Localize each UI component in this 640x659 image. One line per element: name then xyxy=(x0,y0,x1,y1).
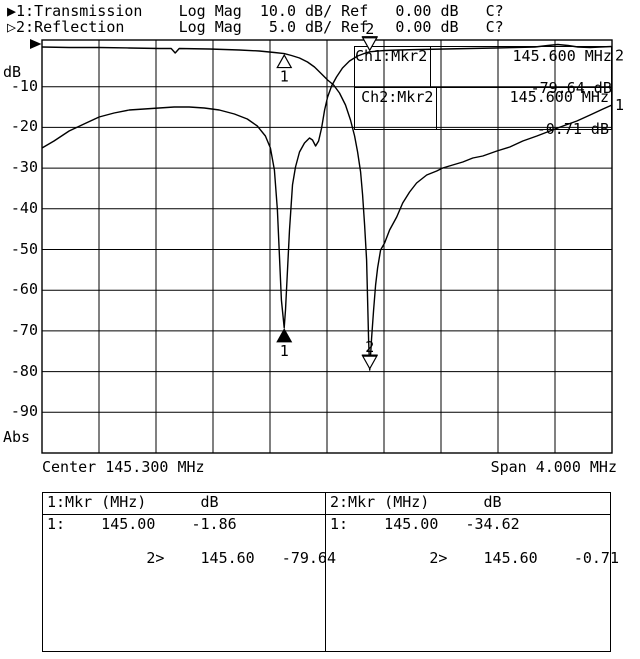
y-axis-abs-label: Abs xyxy=(3,428,31,446)
status-line-channel2: ▷2:Reflection Log Mag 5.0 dB/ Ref 0.00 d… xyxy=(7,18,504,36)
y-axis-tick: -40 xyxy=(10,198,38,217)
readout-ch2-value: -0.71 dB xyxy=(536,120,609,138)
center-frequency-label: Center 145.300 MHz xyxy=(42,458,205,476)
readout-ch2-freq: 145.600 MHz xyxy=(509,88,609,106)
marker-value-table: 1:Mkr (MHz) dB 2:Mkr (MHz) dB 1: 145.00 … xyxy=(42,492,619,652)
y-axis-tick: -90 xyxy=(10,402,38,421)
marker-1-triangle-icon xyxy=(276,53,293,69)
y-axis-tick: -50 xyxy=(10,239,38,258)
y-axis-tick: -60 xyxy=(10,280,38,299)
readout-row-ch1: Ch1:Mkr2 145.600 MHz -79.64 dB xyxy=(355,47,612,96)
readout-row-ch2: Ch2:Mkr2 145.600 MHz -0.71 dB xyxy=(355,88,611,137)
status-line-channel1: ▶1:Transmission Log Mag 10.0 dB/ Ref 0.0… xyxy=(7,2,504,20)
ch1-reference-marker-icon xyxy=(30,39,42,49)
marker-1-label: 1 xyxy=(280,68,289,86)
readout-ch2-label: Ch2:Mkr2 xyxy=(355,88,438,129)
y-axis-tick: -20 xyxy=(10,117,38,136)
marker-table-ch2-row1: 1: 145.00 -34.62 xyxy=(330,515,520,533)
marker-2-label: 2 xyxy=(365,338,374,356)
marker-table-ch1-row2: 2> 145.60 -79.64 xyxy=(146,549,336,567)
trace-end-label-ch1: 1 xyxy=(615,96,624,114)
y-axis-unit-label: dB xyxy=(3,63,22,81)
readout-ch1-freq: 145.600 MHz xyxy=(512,47,612,65)
marker-1-triangle-icon xyxy=(276,328,293,343)
y-axis-tick: -80 xyxy=(10,361,38,380)
marker-table-ch2-row2: 2> 145.60 -0.71 xyxy=(429,549,619,567)
readout-ch1-label: Ch1:Mkr2 xyxy=(355,47,432,87)
y-axis-tick: -10 xyxy=(10,76,38,95)
marker-table-ch1-row1: 1: 145.00 -1.86 xyxy=(47,515,237,533)
marker-table-body: 1: 145.00 -1.86 2> 145.60 -79.64 1: 145.… xyxy=(43,515,619,651)
y-axis-tick: -70 xyxy=(10,320,38,339)
marker-readout-box: Ch1:Mkr2 145.600 MHz -79.64 dB Ch2:Mkr2 … xyxy=(354,46,612,137)
marker-table-ch1-header: 1:Mkr (MHz) dB xyxy=(43,493,326,514)
marker-table-header-row: 1:Mkr (MHz) dB 2:Mkr (MHz) dB xyxy=(43,493,610,515)
y-axis-tick: -30 xyxy=(10,158,38,177)
marker-table-ch2-header: 2:Mkr (MHz) dB xyxy=(330,493,502,511)
trace-end-label-ch2: 2 xyxy=(615,46,624,64)
span-label: Span 4.000 MHz xyxy=(490,458,617,476)
marker-2-triangle-icon xyxy=(361,355,378,370)
marker-1-label: 1 xyxy=(280,342,289,360)
